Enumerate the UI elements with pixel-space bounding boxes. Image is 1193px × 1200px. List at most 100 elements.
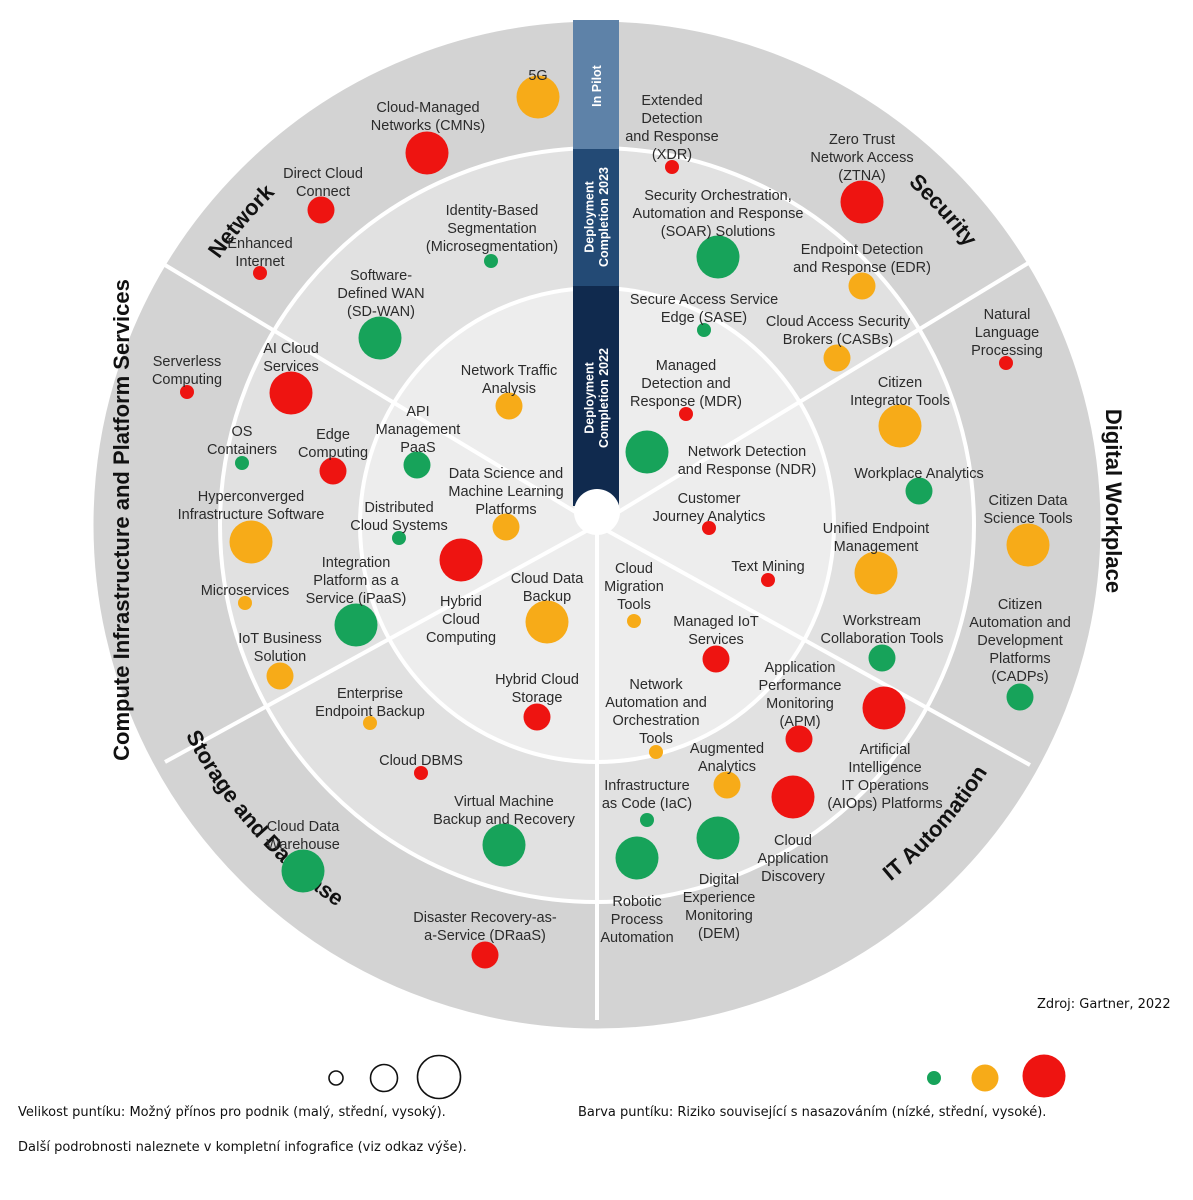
technology-label: Citizen Data Science Tools <box>983 493 1072 527</box>
technology-item: Infrastructure as Code (IaC) <box>602 778 692 827</box>
technology-label: Data Science and Machine Learning Platform… <box>448 466 563 518</box>
technology-dot <box>180 385 194 399</box>
technology-label: Direct Cloud Connect <box>283 166 363 200</box>
technology-dot <box>713 771 741 799</box>
stage-bar: In Pilot DeploymentCompletion 2023 Deplo… <box>573 20 620 535</box>
technology-item: 5G <box>516 68 560 119</box>
technology-dot <box>702 521 716 535</box>
technology-label: Augmented Analytics <box>690 741 764 775</box>
technology-label: Identity-Based Segmentation (Microsegmenta… <box>426 203 558 255</box>
technology-dot <box>640 813 654 827</box>
technology-label: Secure Access Service Edge (SASE) <box>630 292 778 326</box>
technology-item: AI Cloud Services <box>263 341 319 415</box>
technology-item: Enterprise Endpoint Backup <box>315 686 425 730</box>
technology-item: Citizen Data Science Tools <box>983 493 1073 567</box>
technology-item: Software-Defined WAN (SD-WAN) <box>337 268 425 360</box>
technology-label: Cloud Application Discovery <box>758 833 829 885</box>
technology-dot <box>516 75 560 119</box>
technology-dot <box>905 477 933 505</box>
technology-dot <box>319 457 347 485</box>
technology-label: Cloud DBMS <box>379 753 463 769</box>
technology-item: Cloud Data Warehouse <box>266 819 340 893</box>
technology-label: Integration Platform as a Service (iPaaS) <box>306 555 407 607</box>
technology-dot <box>269 371 313 415</box>
technology-item: Edge Computing <box>298 427 368 485</box>
technology-label: Cloud Access Security Brokers (CASBs) <box>766 314 911 348</box>
technology-label: Edge Computing <box>298 427 368 461</box>
technology-item: Secure Access Service Edge (SASE) <box>630 292 778 337</box>
technology-dot <box>281 849 325 893</box>
technology-item: Artificial Intelligence IT Operations (AIOp… <box>827 686 943 812</box>
technology-dot <box>471 941 499 969</box>
technology-label: Hybrid Cloud Storage <box>495 672 579 706</box>
technology-item: Application Performance Monitoring (APM) <box>758 660 842 753</box>
technology-dot <box>999 356 1013 370</box>
divider-storage-compute <box>164 523 598 764</box>
technology-item: Direct Cloud Connect <box>283 166 363 224</box>
legend-risk-low <box>927 1071 941 1085</box>
technology-label: Distributed Cloud Systems <box>350 500 448 534</box>
segment-title-digital-workplace: Digital Workplace <box>1101 409 1126 593</box>
technology-label: Endpoint Detection and Response (EDR) <box>793 242 931 276</box>
technology-dot <box>525 600 569 644</box>
legend-dots <box>328 1054 1066 1100</box>
technology-dot <box>1006 683 1034 711</box>
technology-label: Cloud Migration Tools <box>604 561 664 613</box>
divider-workplace-automation <box>596 523 1031 767</box>
radar-center <box>574 489 620 535</box>
technology-item: API Management PaaS <box>376 404 461 479</box>
technology-label: API Management PaaS <box>376 404 461 456</box>
source-note: Zdroj: Gartner, 2022 <box>1037 997 1171 1012</box>
technology-label: Cloud Data Warehouse <box>266 819 340 853</box>
technology-item: Cloud Migration Tools <box>604 561 664 628</box>
technology-item: Citizen Automation and Development Platform… <box>969 597 1071 711</box>
technology-label: OS Containers <box>207 424 277 458</box>
technology-label: Citizen Integrator Tools <box>850 375 950 409</box>
technology-label: Cloud Data Backup <box>511 571 584 605</box>
technology-dot <box>868 644 896 672</box>
technology-dot <box>679 407 693 421</box>
footer-note: Další podrobnosti naleznete v kompletní … <box>18 1140 467 1155</box>
technology-dot <box>785 725 813 753</box>
technology-item: Network Automation and Orchestration Tools <box>605 677 707 759</box>
technology-label: IoT Business Solution <box>238 631 322 665</box>
technology-label: Network Automation and Orchestration Tools <box>605 677 707 747</box>
technology-dot <box>649 745 663 759</box>
technology-item: Network Traffic Analysis <box>461 363 557 420</box>
segment-dividers <box>163 260 1032 1020</box>
technology-label: 5G <box>528 68 547 84</box>
technology-item: Cloud Application Discovery <box>758 775 829 885</box>
technology-dot <box>665 160 679 174</box>
technology-dot <box>492 513 520 541</box>
legend-size-high <box>416 1054 462 1100</box>
technology-item: Network Detection and Response (NDR) <box>625 430 816 478</box>
technology-dot <box>840 180 884 224</box>
technology-item: Integration Platform as a Service (iPaaS) <box>306 555 407 647</box>
technology-item: Identity-Based Segmentation (Microsegmenta… <box>426 203 558 268</box>
technology-label: Security Orchestration, Automation and Re… <box>633 188 804 240</box>
technology-dot <box>1006 523 1050 567</box>
technology-dot <box>238 596 252 610</box>
technology-dot <box>405 131 449 175</box>
technology-label: Cloud-Managed Networks (CMNs) <box>371 100 485 134</box>
technology-dot <box>484 254 498 268</box>
technology-dot <box>482 823 526 867</box>
technology-label: Workplace Analytics <box>854 466 983 482</box>
technology-item: Workplace Analytics <box>854 466 984 505</box>
technology-dot <box>403 451 431 479</box>
technology-item: Endpoint Detection and Response (EDR) <box>793 242 931 300</box>
technology-item: Serverless Computing <box>152 354 222 399</box>
technology-dot <box>495 392 523 420</box>
technology-dot <box>697 323 711 337</box>
technology-label: Unified Endpoint Management <box>823 521 929 555</box>
technology-item: Text Mining <box>731 559 805 587</box>
technology-item: Extended Detection and Response (XDR) <box>625 93 719 174</box>
legend-color-text: Barva puntíku: Riziko související s nasa… <box>578 1105 1047 1120</box>
technology-dot <box>615 836 659 880</box>
legend-risk-high <box>1022 1054 1066 1098</box>
technology-item: Augmented Analytics <box>690 741 764 799</box>
technology-item: OS Containers <box>207 424 277 470</box>
technology-label: Managed Detection and Response (MDR) <box>630 358 742 410</box>
technology-item: Data Science and Machine Learning Platform… <box>448 466 564 541</box>
technology-dot <box>702 645 730 673</box>
